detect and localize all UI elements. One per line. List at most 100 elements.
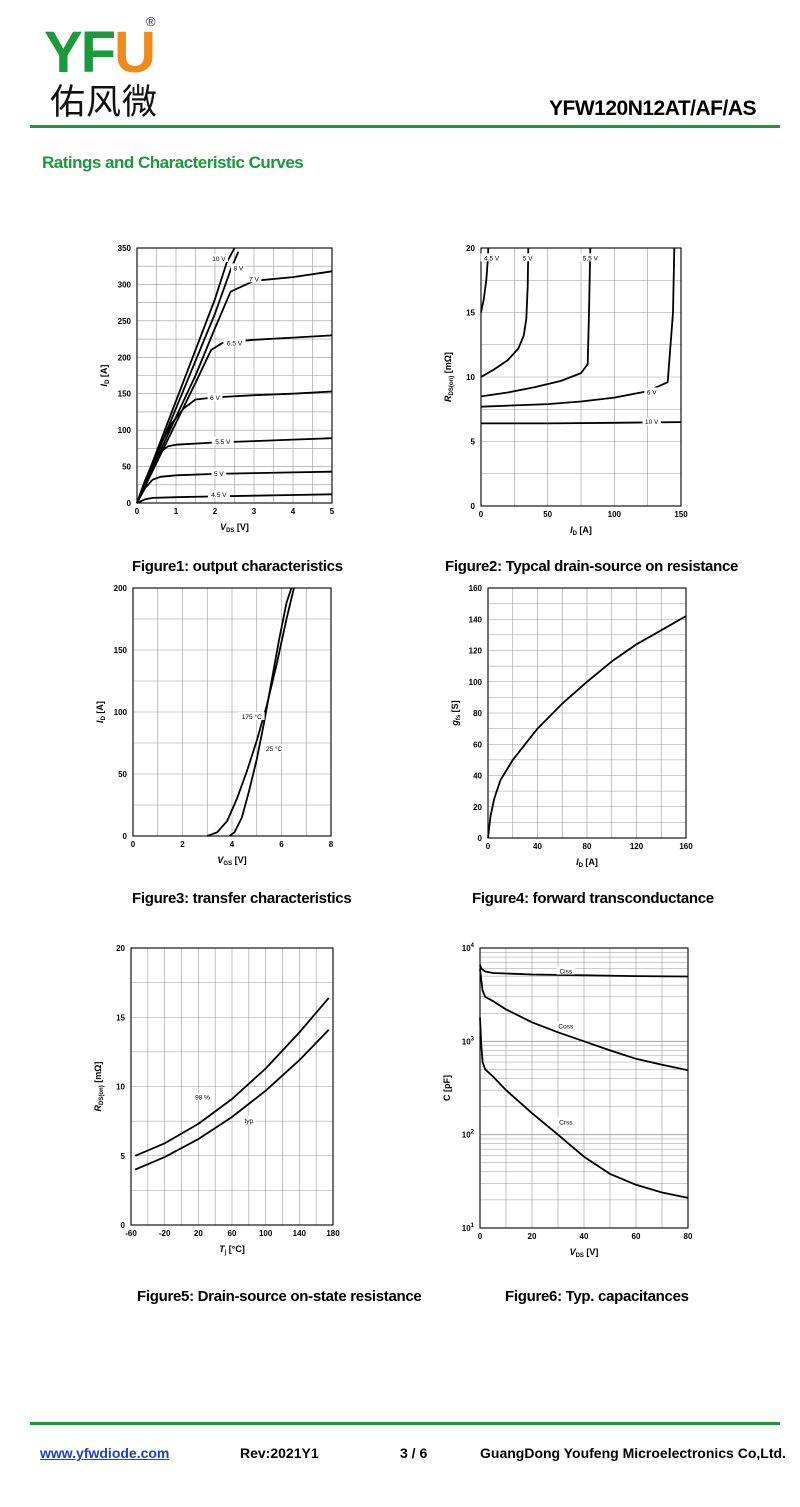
grid	[132, 587, 332, 837]
y-tick-label: 15	[116, 1013, 125, 1022]
plot-frame	[130, 947, 334, 1226]
y-tick-label: 350	[118, 244, 132, 253]
series-label: 5 V	[523, 255, 533, 262]
x-axis-label: VDS [V]	[220, 522, 249, 534]
y-tick-label: 102	[462, 1130, 475, 1140]
grid	[130, 947, 334, 1226]
series-line	[479, 964, 689, 978]
footer-divider	[30, 1422, 780, 1425]
y-tick-label: 5	[471, 438, 476, 447]
series-line	[487, 615, 687, 839]
x-tick-label: 2	[213, 507, 218, 516]
y-tick-label: 300	[118, 280, 132, 289]
y-tick-label: 10	[466, 373, 475, 382]
y-tick-label: 150	[114, 646, 128, 655]
y-tick-label: 20	[473, 803, 482, 812]
x-tick-label: 20	[194, 1229, 203, 1238]
x-tick-label: 100	[608, 510, 622, 519]
x-tick-label: 60	[632, 1232, 641, 1241]
series-label: 4.5 V	[211, 492, 227, 499]
x-tick-label: 3	[252, 507, 257, 516]
x-tick-label: -60	[125, 1229, 137, 1238]
y-tick-label: 120	[469, 647, 483, 656]
series-line	[136, 270, 333, 504]
y-tick-label: 5	[121, 1152, 126, 1161]
series-line	[134, 1029, 330, 1171]
x-tick-label: 150	[674, 510, 688, 519]
series-label: 8 V	[234, 265, 244, 272]
series-label: 10 V	[212, 256, 226, 263]
x-tick-label: 0	[479, 510, 484, 519]
series-line	[228, 587, 293, 837]
figure5-caption: Figure5: Drain-source on-state resistanc…	[137, 1288, 422, 1305]
series-label-bg	[644, 387, 660, 396]
x-tick-label: 40	[580, 1232, 589, 1241]
series-label: 175 °C	[242, 713, 262, 721]
section-title: Ratings and Characteristic Curves	[42, 153, 304, 172]
y-tick-label: 0	[478, 834, 483, 843]
x-tick-label: 6	[279, 840, 284, 849]
y-tick-label: 50	[118, 770, 127, 779]
website-link[interactable]: www.yfwdiode.com	[40, 1445, 170, 1461]
x-tick-label: 80	[583, 842, 592, 851]
figure4-caption: Figure4: forward transconductance	[472, 890, 714, 907]
series-line	[134, 997, 330, 1157]
series-label: Coss	[558, 1023, 574, 1030]
y-tick-label: 100	[469, 678, 483, 687]
series-label: 10 V	[645, 419, 659, 426]
y-tick-label: 20	[116, 944, 125, 953]
series-label: 6.5 V	[227, 340, 243, 347]
figure3-transfer-characteristics-chart: 0 2 4 6 8 0 50 100 150 200 VGS [V] ID [A] 175 °C 25 °…	[95, 584, 334, 867]
x-tick-label: 4	[291, 507, 296, 516]
series-label: 7 V	[249, 276, 259, 283]
series-line	[479, 1017, 689, 1199]
series-label-bg	[239, 711, 265, 720]
y-tick-label: 20	[466, 244, 475, 253]
y-axis-label: RDS(on) [mΩ]	[443, 352, 455, 402]
series-label-bg	[520, 253, 536, 262]
y-tick-label: 200	[114, 584, 128, 593]
plot-frame	[479, 947, 689, 1229]
series-label-bg	[556, 1117, 575, 1126]
y-tick-label: 140	[469, 615, 483, 624]
series-label: Ciss	[559, 969, 572, 976]
series-label: 4.5 V	[484, 255, 500, 262]
series-label-bg	[231, 263, 246, 272]
y-tick-label: 150	[118, 390, 132, 399]
registered-mark: ®	[146, 14, 156, 29]
series-label-bg	[579, 253, 602, 262]
series-label-bg	[207, 489, 230, 498]
series-label: 6 V	[210, 395, 220, 402]
series-line	[206, 587, 295, 837]
series-line	[480, 247, 530, 378]
series-label: Crss	[559, 1120, 573, 1127]
series-line	[136, 493, 333, 504]
y-tick-label: 103	[462, 1036, 475, 1046]
y-tick-label: 50	[122, 463, 131, 472]
y-tick-label: 60	[473, 740, 482, 749]
x-axis-label: Tj [°C]	[219, 1244, 245, 1256]
y-tick-label: 100	[114, 708, 128, 717]
x-tick-label: -20	[159, 1229, 171, 1238]
series-label-bg	[556, 1021, 575, 1030]
plot-frame	[132, 587, 332, 837]
figure6-capacitances-chart: 0 20 40 60 80 101 102 103 104 VDS [V] C [pF] Ciss Co…	[442, 943, 693, 1259]
series-label: 5.5 V	[215, 439, 231, 446]
x-tick-label: 60	[228, 1229, 237, 1238]
series-line	[136, 470, 333, 504]
x-tick-label: 5	[330, 507, 335, 516]
x-tick-label: 0	[131, 840, 136, 849]
x-tick-label: 40	[533, 842, 542, 851]
x-axis-label: VDS [V]	[570, 1247, 599, 1259]
series-label: 5 V	[214, 471, 224, 478]
series-label-bg	[223, 338, 246, 347]
figure2-caption: Figure2: Typcal drain-source on resistan…	[445, 558, 739, 575]
y-tick-label: 160	[469, 584, 483, 593]
figure6-caption: Figure6: Typ. capacitances	[505, 1288, 689, 1305]
series-label-bg	[209, 253, 229, 262]
series-label-bg	[211, 436, 234, 445]
figure4-forward-transconductance-chart: 0 40 80 120 160 0 20 40 60 80 100 120 140 160 ID [A] gf…	[450, 584, 693, 869]
x-tick-label: 0	[486, 842, 491, 851]
x-tick-label: 50	[543, 510, 552, 519]
